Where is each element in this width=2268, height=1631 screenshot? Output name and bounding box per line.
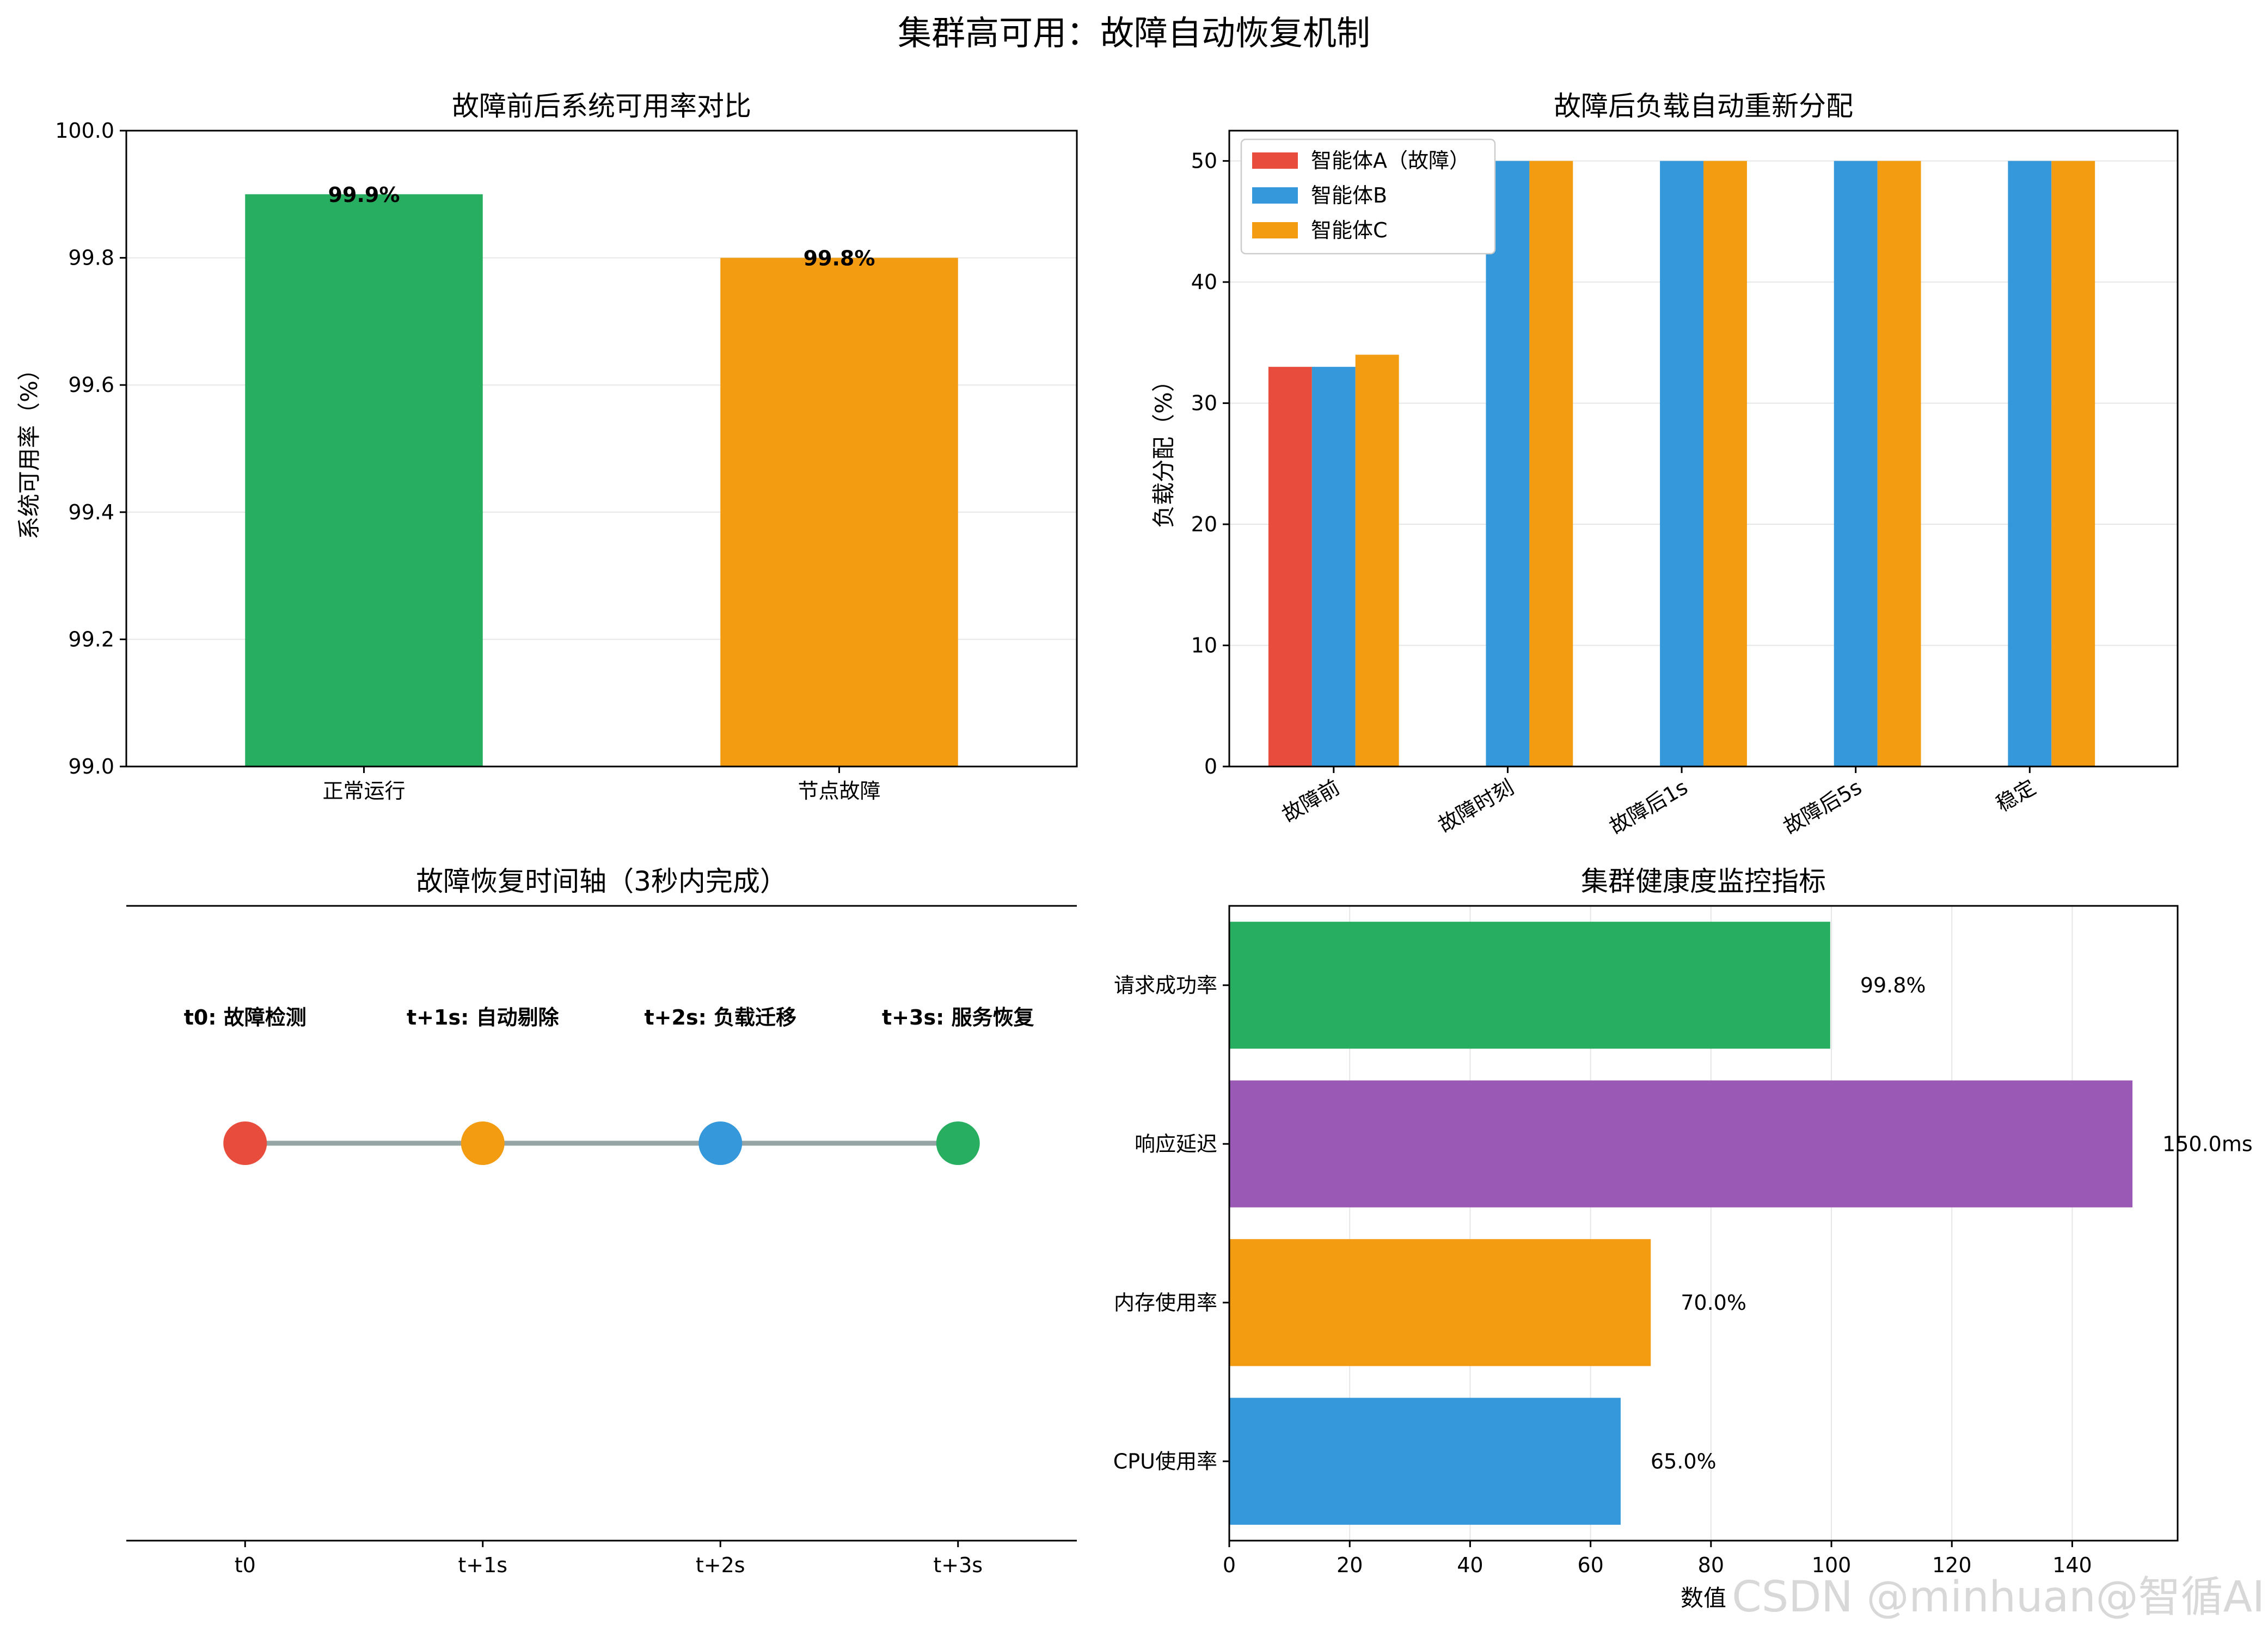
y-tick-label: 99.2 bbox=[68, 627, 114, 651]
y-tick-label: 100.0 bbox=[55, 119, 114, 143]
bar-请求成功率 bbox=[1229, 922, 1830, 1049]
x-tick-label: 80 bbox=[1698, 1553, 1724, 1577]
x-tick-label: t+1s bbox=[458, 1553, 507, 1577]
bar-智能体B-故障前 bbox=[1311, 366, 1356, 767]
bar-value-label: 70.0% bbox=[1681, 1291, 1746, 1315]
x-tick-label: 正常运行 bbox=[322, 779, 405, 803]
bar-智能体B-故障后1s bbox=[1660, 161, 1703, 767]
timeline-event-marker bbox=[936, 1121, 980, 1165]
bar-智能体C-稳定 bbox=[2051, 161, 2095, 767]
x-tick-label: 故障前 bbox=[1278, 775, 1344, 827]
x-tick-label: 20 bbox=[1337, 1553, 1363, 1577]
x-tick-label: 故障后1s bbox=[1605, 775, 1692, 839]
y-tick-label: 请求成功率 bbox=[1114, 973, 1217, 997]
x-tick-label: 故障后5s bbox=[1779, 775, 1866, 839]
legend-box bbox=[1240, 138, 1496, 255]
bar-响应延迟 bbox=[1229, 1080, 2133, 1207]
legend-label: 智能体A（故障） bbox=[1311, 149, 1470, 173]
chart-title: 集群健康度监控指标 bbox=[1581, 866, 1826, 897]
y-tick-label: CPU使用率 bbox=[1113, 1449, 1217, 1473]
y-tick-label: 50 bbox=[1191, 149, 1217, 173]
bar-CPU使用率 bbox=[1229, 1397, 1621, 1525]
legend-swatch bbox=[1252, 187, 1298, 204]
timeline-event-marker bbox=[698, 1121, 743, 1165]
y-tick-label: 响应延迟 bbox=[1135, 1132, 1217, 1156]
x-axis-label: 数值 bbox=[1681, 1585, 1726, 1611]
y-tick-label: 99.6 bbox=[68, 373, 114, 397]
chart-title: 故障前后系统可用率对比 bbox=[452, 90, 751, 122]
bar-智能体C-故障后1s bbox=[1703, 161, 1747, 767]
cluster-health-chart: 0 20 40 60 80 100 120 140 99.8% 请求成功率 150.0ms 响应延迟 7… bbox=[1113, 866, 2253, 1611]
watermark: CSDN @minhuan@智循AI bbox=[1732, 1573, 2265, 1622]
legend-swatch bbox=[1252, 152, 1298, 169]
bar-value-label: 65.0% bbox=[1651, 1449, 1717, 1473]
y-axis-label: 负载分配（%） bbox=[1150, 369, 1177, 528]
x-tick-label: 60 bbox=[1577, 1553, 1603, 1577]
x-tick-label: 节点故障 bbox=[798, 779, 880, 803]
x-tick-label: 40 bbox=[1457, 1553, 1483, 1577]
y-tick-label: 99.0 bbox=[68, 755, 114, 778]
recovery-timeline-chart: t0: 故障检测 t0 t+1s: 自动剔除 t+1s t+2s: 负载迁移 t+2s t+… bbox=[126, 866, 1077, 1577]
legend-swatch bbox=[1252, 222, 1298, 238]
y-tick-label: 99.4 bbox=[68, 500, 114, 524]
bar-正常运行 bbox=[245, 194, 483, 767]
bar-节点故障 bbox=[720, 257, 958, 767]
y-tick-label: 内存使用率 bbox=[1114, 1291, 1217, 1315]
legend-label: 智能体B bbox=[1311, 183, 1387, 207]
timeline-event-label: t0: 故障检测 bbox=[184, 1005, 307, 1029]
bar-value-label: 150.0ms bbox=[2162, 1132, 2253, 1156]
bar-value-label: 99.9% bbox=[328, 183, 400, 207]
timeline-event-label: t+2s: 负载迁移 bbox=[645, 1005, 797, 1029]
y-tick-label: 20 bbox=[1191, 512, 1217, 536]
bar-智能体B-故障时刻 bbox=[1486, 161, 1530, 767]
bar-value-label: 99.8% bbox=[1860, 973, 1926, 997]
x-tick-label: 140 bbox=[2052, 1553, 2092, 1577]
timeline-event-marker bbox=[223, 1121, 267, 1165]
y-tick-label: 99.8 bbox=[68, 246, 114, 270]
x-tick-label: 100 bbox=[1812, 1553, 1852, 1577]
timeline-event-label: t+1s: 自动剔除 bbox=[407, 1005, 559, 1029]
timeline-event-label: t+3s: 服务恢复 bbox=[882, 1005, 1034, 1029]
bar-智能体B-故障后5s bbox=[1834, 161, 1878, 767]
x-tick-label: 120 bbox=[1932, 1553, 1972, 1577]
bar-智能体C-故障后5s bbox=[1877, 161, 1921, 767]
x-tick-label: 0 bbox=[1223, 1553, 1236, 1577]
bar-智能体C-故障前 bbox=[1355, 354, 1399, 767]
y-tick-label: 10 bbox=[1191, 634, 1217, 658]
x-tick-label: t0 bbox=[235, 1553, 256, 1577]
legend-label: 智能体C bbox=[1311, 218, 1388, 242]
x-tick-label: 故障时刻 bbox=[1434, 775, 1518, 837]
y-tick-label: 40 bbox=[1191, 270, 1217, 294]
chart-title: 故障恢复时间轴（3秒内完成） bbox=[416, 866, 787, 897]
legend: 智能体A（故障） 智能体B 智能体C bbox=[1240, 138, 1496, 255]
bar-内存使用率 bbox=[1229, 1239, 1651, 1366]
bar-智能体A（故障）-故障前 bbox=[1268, 366, 1312, 767]
bar-智能体C-故障时刻 bbox=[1529, 161, 1573, 767]
x-tick-label: t+2s bbox=[696, 1553, 745, 1577]
y-tick-label: 0 bbox=[1204, 755, 1217, 778]
y-axis-label: 系统可用率（%） bbox=[16, 358, 42, 539]
plot-frame bbox=[125, 130, 1078, 768]
availability-chart: 99.0 99.2 99.4 99.6 99.8 100.0 99.9% 正常运行 99.8% 节… bbox=[16, 90, 1078, 803]
y-tick-label: 30 bbox=[1191, 391, 1217, 415]
x-tick-label: 稳定 bbox=[1992, 775, 2040, 817]
timeline-event-marker bbox=[461, 1121, 505, 1165]
bar-智能体B-稳定 bbox=[2008, 161, 2052, 767]
plot-frame bbox=[1228, 130, 2179, 768]
chart-title: 故障后负载自动重新分配 bbox=[1554, 90, 1853, 122]
x-tick-label: t+3s bbox=[933, 1553, 983, 1577]
bar-value-label: 99.8% bbox=[804, 247, 875, 271]
plot-frame bbox=[1228, 905, 2179, 1542]
load-redistribution-chart: 0 10 20 30 40 50 故障前 故障时刻 故障后1s 故障后5s 稳定 故障后负载自动重新分… bbox=[1150, 90, 2179, 839]
figure-suptitle: 集群高可用：故障自动恢复机制 bbox=[898, 13, 1370, 53]
